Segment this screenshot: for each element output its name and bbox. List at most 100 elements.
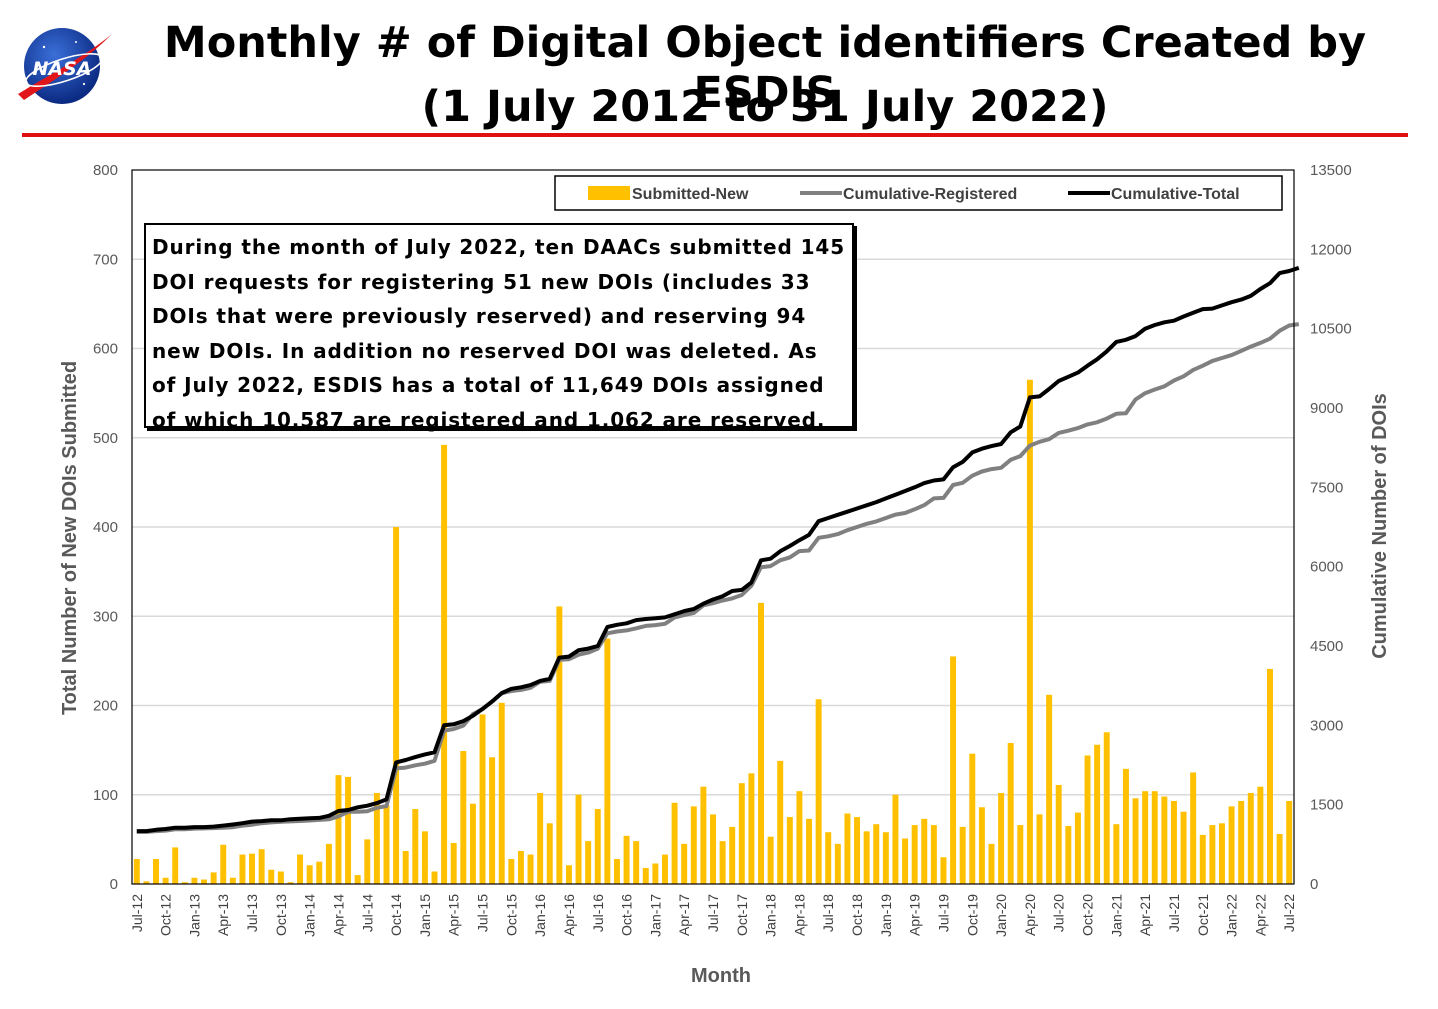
y-tick-label: 0	[110, 876, 118, 893]
bar	[1209, 825, 1216, 884]
bar	[1017, 825, 1024, 884]
bar	[1180, 811, 1187, 884]
bar	[537, 792, 544, 884]
bar	[450, 842, 457, 884]
bar	[1036, 814, 1043, 884]
bar	[239, 854, 246, 884]
x-tick-label: Jan-15	[417, 894, 433, 937]
bar	[201, 879, 208, 884]
bar	[1046, 694, 1053, 884]
x-tick-label: Apr-14	[331, 894, 347, 936]
bar	[162, 877, 169, 884]
y-tick-label: 600	[93, 341, 118, 358]
line-cumulative-total	[136, 265, 1300, 834]
y-tick-label: 700	[93, 251, 118, 268]
bar	[1228, 806, 1235, 884]
legend-swatch-submitted-new	[588, 186, 630, 200]
bar	[719, 841, 726, 884]
y2-tick-label: 4500	[1310, 638, 1343, 655]
bar	[786, 817, 793, 884]
bar	[508, 859, 515, 884]
bar	[575, 794, 582, 884]
bar	[921, 818, 928, 884]
bar	[325, 843, 332, 884]
y-tick-label: 100	[93, 787, 118, 804]
bar	[143, 881, 150, 884]
x-tick-label: Apr-20	[1022, 894, 1038, 936]
legend-label-cumulative-total: Cumulative-Total	[1111, 186, 1240, 203]
line-cumulative-registered	[136, 322, 1300, 834]
bar	[1286, 800, 1293, 884]
bar	[758, 602, 764, 884]
x-tick-label: Oct-16	[619, 894, 635, 936]
line-series	[136, 265, 1300, 834]
bar	[498, 702, 505, 884]
bar	[613, 859, 620, 884]
bar	[153, 859, 159, 884]
bar	[959, 826, 966, 884]
x-tick-label: Apr-16	[561, 894, 577, 936]
x-tick-label: Jul-20	[1051, 894, 1067, 932]
bar	[671, 802, 678, 884]
bar	[662, 854, 668, 884]
legend-label-cumulative-registered: Cumulative-Registered	[843, 186, 1017, 203]
bar	[710, 814, 716, 884]
x-tick-label: Oct-15	[503, 894, 519, 936]
x-tick-label: Jul-16	[590, 894, 606, 932]
x-tick-label: Apr-15	[446, 894, 462, 936]
x-tick-label: Jul-13	[244, 894, 260, 932]
bar	[1142, 791, 1149, 884]
x-tick-label: Apr-13	[215, 894, 231, 936]
bar	[172, 847, 179, 884]
x-tick-label: Oct-12	[158, 894, 174, 936]
y2-tick-label: 6000	[1310, 559, 1343, 576]
bar	[873, 824, 880, 884]
y2-axis-label: Cumulative Number of DOIs	[1369, 393, 1391, 659]
y2-tick-label: 1500	[1310, 797, 1343, 814]
bar	[623, 835, 630, 884]
bar	[834, 843, 841, 884]
bar	[1218, 823, 1225, 884]
x-tick-label: Apr-22	[1252, 894, 1268, 936]
x-tick-label: Jul-12	[129, 894, 145, 932]
bar	[748, 773, 755, 884]
bar	[517, 850, 524, 884]
bar	[1094, 744, 1101, 884]
bar	[527, 854, 534, 884]
bar	[402, 850, 409, 884]
bar	[277, 871, 284, 884]
bar	[354, 875, 361, 884]
bar	[1065, 825, 1072, 884]
bar	[441, 444, 448, 884]
x-tick-label: Jul-21	[1166, 894, 1182, 932]
bar	[863, 831, 870, 884]
x-tick-label: Oct-18	[849, 894, 865, 936]
y2-tick-label: 7500	[1310, 479, 1343, 496]
x-tick-label: Oct-13	[273, 894, 289, 936]
y-tick-label: 400	[93, 519, 118, 536]
bar-series	[133, 379, 1293, 884]
x-axis-label: Month	[691, 965, 751, 987]
bar	[335, 775, 342, 884]
bar	[345, 776, 352, 884]
bar	[1190, 772, 1197, 884]
bar	[229, 877, 236, 884]
bar	[181, 882, 188, 884]
y2-tick-label: 0	[1310, 876, 1318, 893]
bar	[1161, 796, 1168, 884]
bar	[556, 606, 563, 884]
bar	[460, 751, 467, 884]
y-axis-ticks: 0 100 200 300 400 500 600 700 800	[93, 162, 118, 893]
bar	[431, 871, 438, 884]
x-tick-label: Jul-17	[705, 894, 721, 932]
bar	[988, 843, 995, 884]
x-tick-label: Jul-22	[1281, 894, 1297, 932]
x-tick-label: Jul-18	[820, 894, 836, 932]
bar	[1170, 800, 1177, 884]
x-tick-label: Apr-17	[676, 894, 692, 936]
bar	[287, 882, 294, 884]
bar	[892, 794, 899, 884]
bar	[546, 823, 553, 884]
bar	[210, 872, 217, 884]
y-tick-label: 500	[93, 430, 118, 447]
